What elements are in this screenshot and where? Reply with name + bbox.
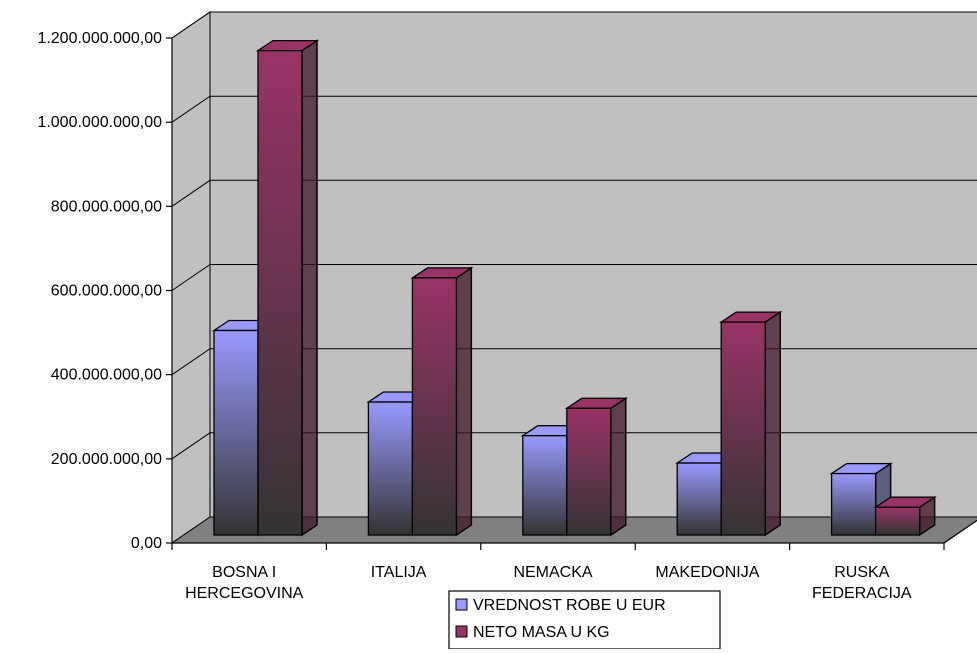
gridline <box>171 179 977 207</box>
bar <box>410 266 474 537</box>
bar-side-shade <box>764 310 781 537</box>
bar-front <box>367 401 414 536</box>
x-tick-label: HERCEGOVINA <box>185 585 304 602</box>
legend-label: NETO MASA U KG <box>473 624 610 641</box>
y-tick-label: 1.200.000.000,00 <box>37 30 162 47</box>
bar <box>873 495 937 537</box>
y-tick-label: 200.000.000,00 <box>51 451 162 468</box>
x-tick-label: NEMACKA <box>513 564 592 581</box>
bar-side-shade <box>610 397 627 537</box>
bar <box>564 397 628 537</box>
y-tick-label: 600.000.000,00 <box>51 283 162 300</box>
gridline <box>171 264 977 291</box>
bar-front <box>522 435 568 536</box>
bar-front <box>874 506 921 536</box>
bar <box>255 39 320 537</box>
y-tick-label: 800.000.000,00 <box>51 198 162 215</box>
bar-front <box>676 462 722 536</box>
bar-side-shade <box>301 39 318 537</box>
gridline <box>171 95 977 123</box>
bar-front <box>257 49 303 536</box>
x-tick-label: RUSKA <box>834 564 889 581</box>
legend-label: VREDNOST ROBE U EUR <box>473 597 666 614</box>
x-tick-label: MAKEDONIJA <box>655 564 759 581</box>
x-tick-label: FEDERACIJA <box>812 585 912 602</box>
bar-side-shade <box>455 266 473 537</box>
bar <box>719 310 783 537</box>
bar-front <box>411 277 458 536</box>
x-tick-label: BOSNA I <box>212 564 276 581</box>
x-tick-label: ITALIJA <box>371 564 427 581</box>
legend-box <box>448 590 721 650</box>
y-tick-label: 0,00 <box>131 535 162 552</box>
y-tick-label: 1.000.000.000,00 <box>37 114 162 131</box>
bar-front <box>720 321 766 536</box>
gridline <box>171 11 977 39</box>
bar-front <box>566 407 612 536</box>
legend-swatch <box>455 598 468 611</box>
legend-swatch <box>455 625 468 638</box>
y-tick-label: 400.000.000,00 <box>51 367 162 384</box>
bar-front <box>830 472 877 536</box>
floor-edge <box>943 519 977 544</box>
bar-front <box>213 329 259 536</box>
